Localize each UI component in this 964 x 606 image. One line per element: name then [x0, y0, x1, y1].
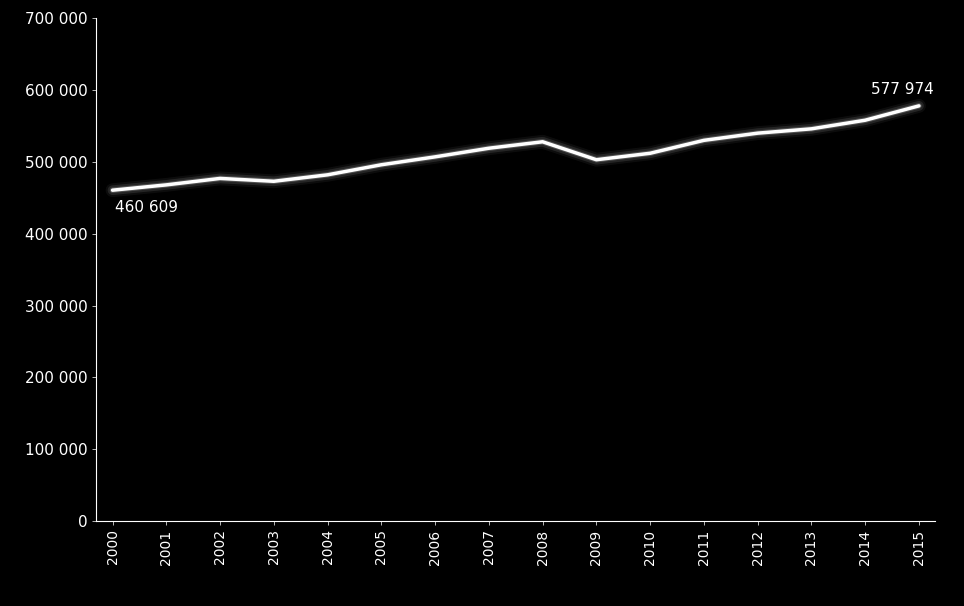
Text: 460 609: 460 609 — [116, 200, 178, 215]
Text: 577 974: 577 974 — [870, 82, 933, 98]
